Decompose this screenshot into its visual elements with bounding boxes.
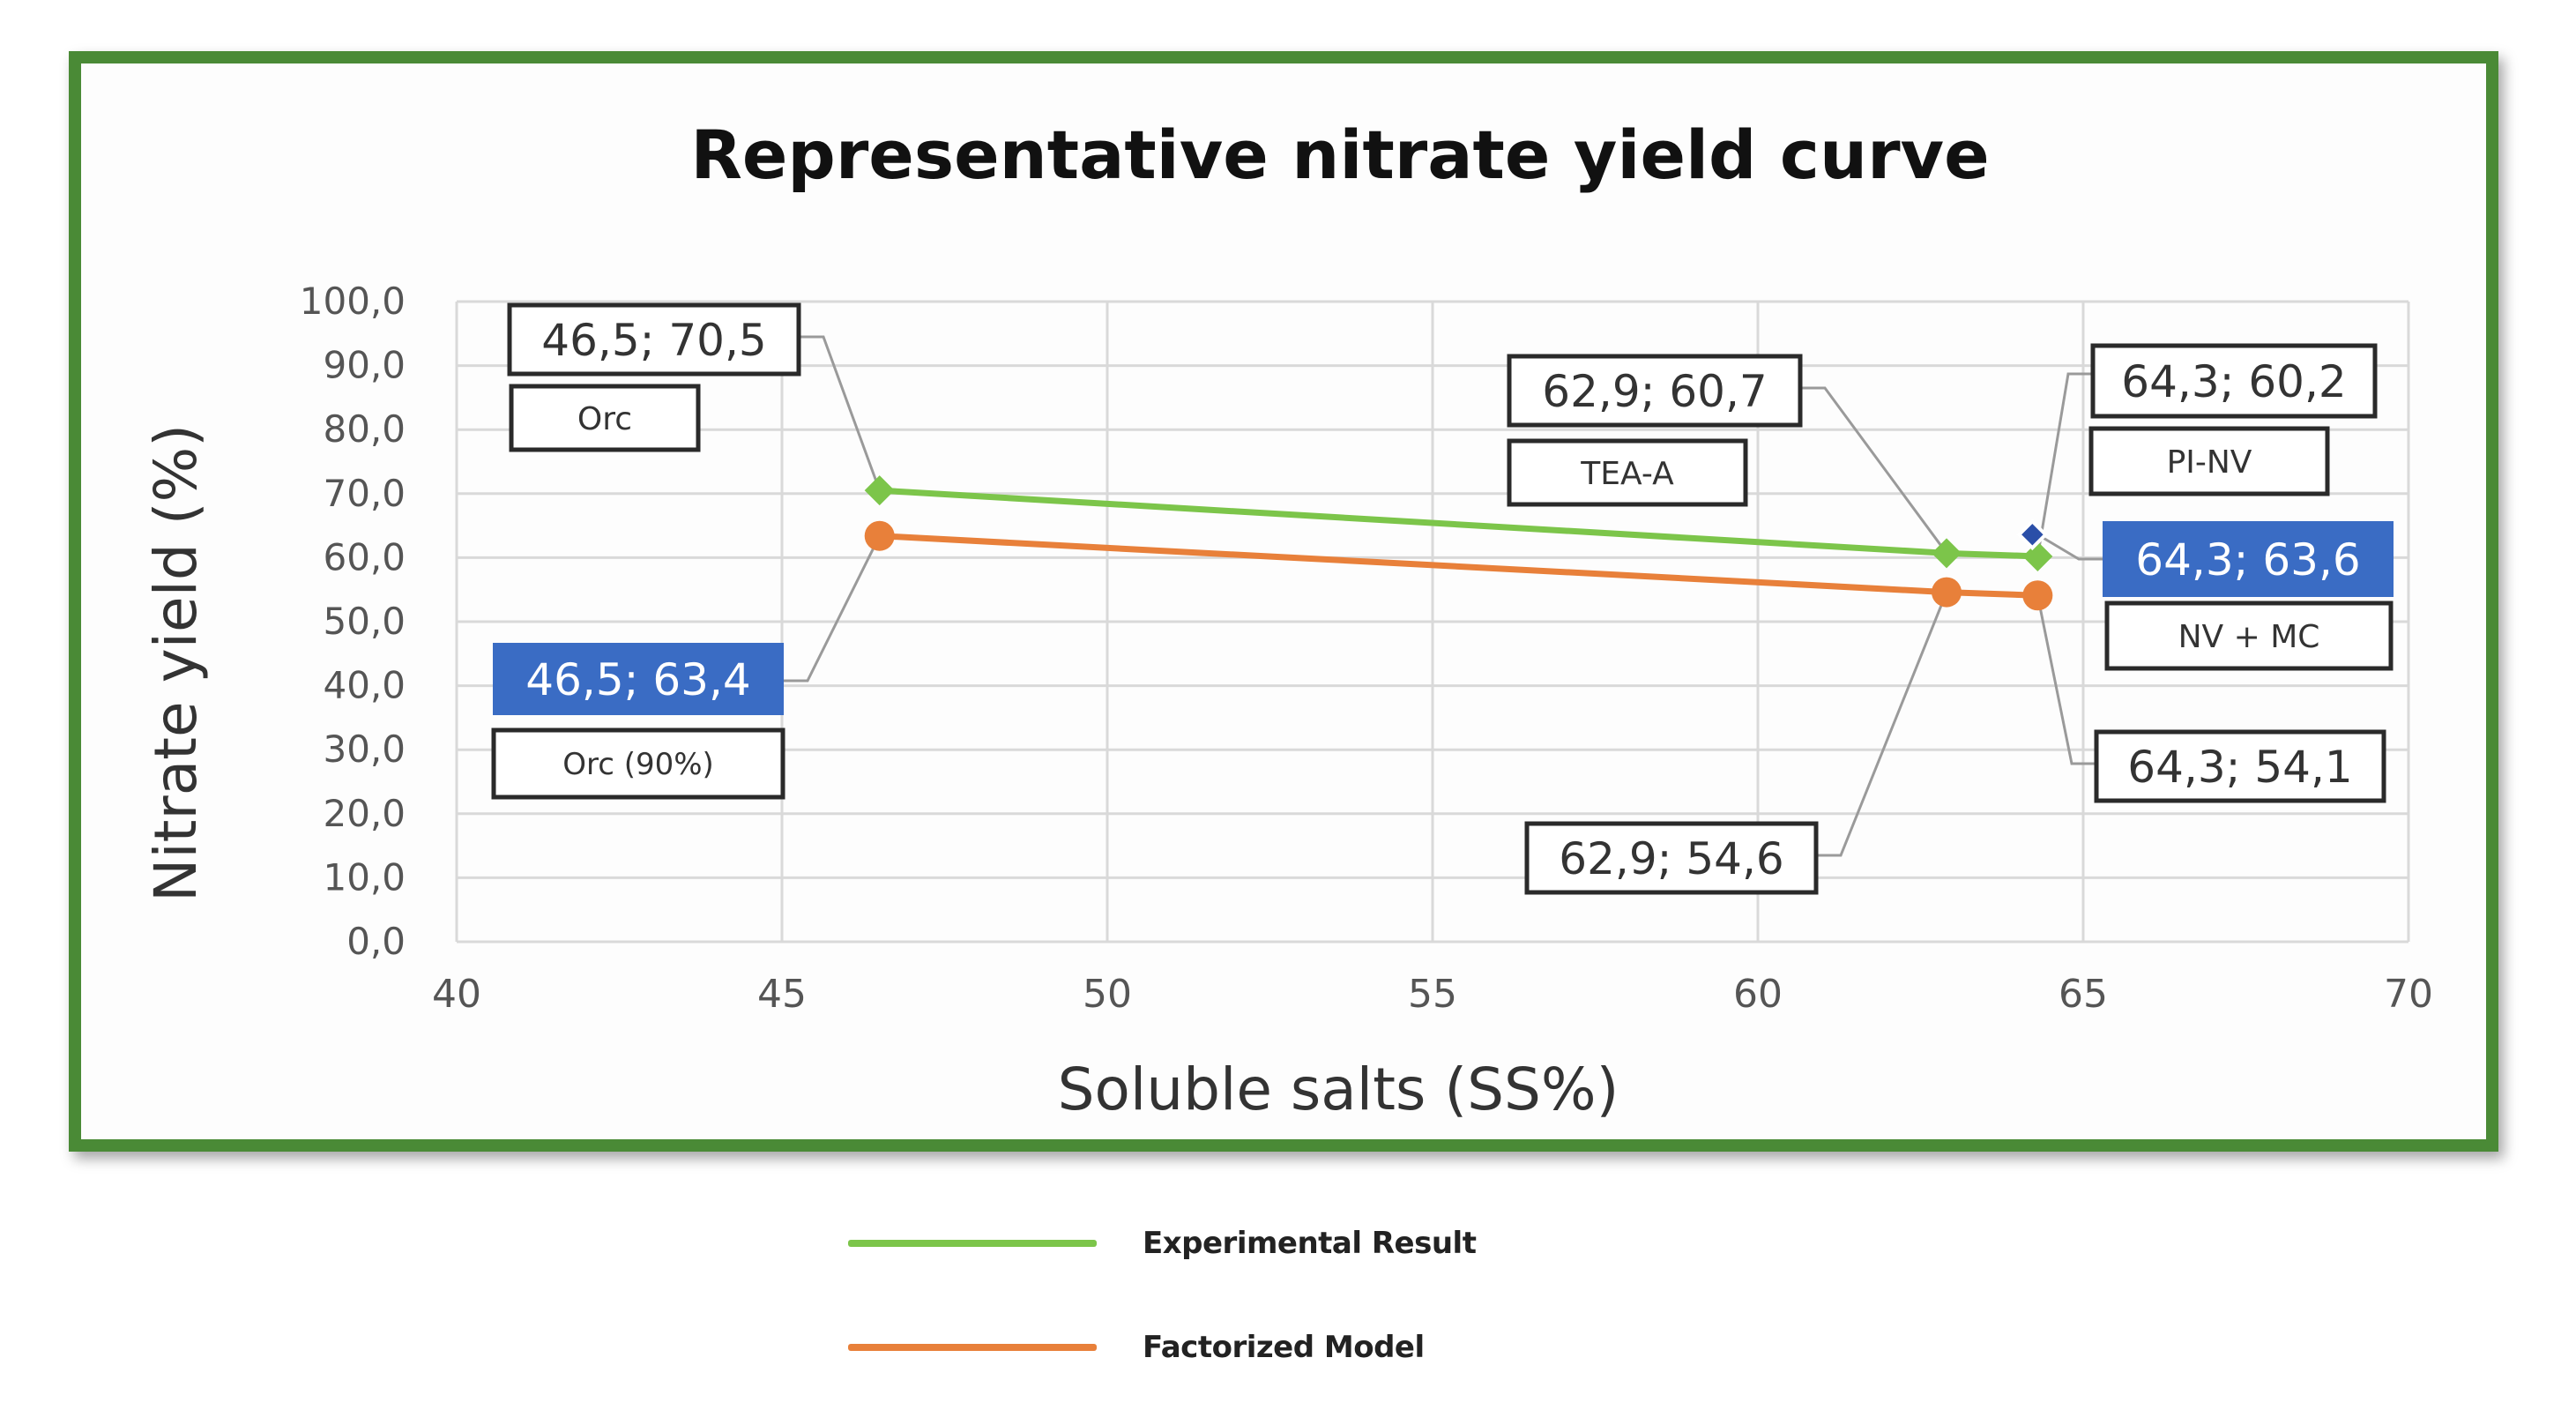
annotation-box <box>493 643 784 715</box>
annotation-label: Orc (90%) <box>562 747 714 782</box>
annotation-box <box>1507 354 1803 428</box>
data-label: 64,3; 54,1 <box>2127 742 2352 793</box>
annotation-leader <box>783 535 882 683</box>
axes: 0,0 10,0 20,0 30,0 40,0 50,0 60,0 70,0 80,0 90,0 1… <box>300 280 2433 1017</box>
data-label: 46,5; 63,4 <box>525 654 750 705</box>
x-tick-label: 60 <box>1733 972 1783 1017</box>
annotation-box <box>2103 521 2394 597</box>
data-label: 64,3; 63,6 <box>2135 534 2360 586</box>
annotation-label: Orc <box>577 401 632 437</box>
annotation-leader <box>1800 386 1948 555</box>
data-point <box>2022 541 2053 571</box>
annotation-box <box>1507 438 1748 507</box>
x-tick-label: 70 <box>2384 972 2433 1017</box>
y-tick-label: 40,0 <box>323 664 406 707</box>
series-line-1 <box>876 533 2041 599</box>
x-tick-label: 40 <box>432 972 481 1017</box>
annotations: 46,5; 70,5 Orc 46,5; 63,4 Orc (90%) 62,9; 60… <box>491 302 2394 895</box>
annotation-box <box>2094 729 2386 803</box>
annotation-leader <box>1816 592 1948 857</box>
annotation-leader <box>2036 533 2103 561</box>
x-tick-label: 45 <box>757 972 807 1017</box>
data-point <box>1932 538 1962 569</box>
legend-item-experimental: Experimental Result <box>848 1226 1477 1261</box>
annotation-label: PI-NV <box>2167 444 2252 481</box>
x-tick-label: 50 <box>1083 972 1132 1017</box>
legend-label-experimental: Experimental Result <box>1143 1226 1477 1261</box>
data-point <box>2016 518 2049 551</box>
data-label: 64,3; 60,2 <box>2121 356 2346 407</box>
annotation-box <box>1524 821 1819 895</box>
data-label: 46,5; 70,5 <box>541 315 766 366</box>
y-tick-label: 10,0 <box>323 855 406 899</box>
data-label: 62,9; 60,7 <box>1542 366 1767 417</box>
x-axis-label: Soluble salts (SS%) <box>1058 1056 1619 1123</box>
annotation-leader <box>2036 594 2096 765</box>
annotation-box <box>2104 601 2394 671</box>
series <box>864 475 2053 611</box>
x-tick-label: 55 <box>1408 972 1457 1017</box>
annotation-label: NV + MC <box>2178 619 2320 655</box>
data-point <box>2022 580 2053 611</box>
y-tick-label: 30,0 <box>323 727 406 771</box>
legend-swatch-factorized <box>848 1344 1097 1351</box>
annotation-leader <box>799 335 882 491</box>
x-tick-label: 65 <box>2059 972 2108 1017</box>
y-tick-label: 20,0 <box>323 792 406 835</box>
annotation-box <box>2090 343 2378 419</box>
y-tick-label: 90,0 <box>323 344 406 387</box>
y-tick-label: 60,0 <box>323 535 406 578</box>
annotation-leader <box>2036 372 2093 557</box>
annotation-box <box>509 384 701 452</box>
y-tick-label: 80,0 <box>323 407 406 451</box>
legend-item-factorized: Factorized Model <box>848 1330 1425 1365</box>
annotation-leaders <box>783 335 2103 857</box>
annotation-box <box>507 302 801 377</box>
chart-frame <box>69 51 2498 1152</box>
y-tick-label: 100,0 <box>300 280 406 323</box>
y-tick-label: 50,0 <box>323 600 406 643</box>
annotation-box <box>2088 426 2330 496</box>
y-tick-label: 0,0 <box>346 920 406 963</box>
y-tick-label: 70,0 <box>323 472 406 515</box>
data-point <box>864 520 895 551</box>
data-label: 62,9; 54,6 <box>1559 833 1783 884</box>
legend-label-factorized: Factorized Model <box>1143 1330 1425 1365</box>
data-point <box>1932 577 1962 608</box>
chart-title: Representative nitrate yield curve <box>690 116 1989 194</box>
y-axis-label: Nitrate yield (%) <box>142 424 210 902</box>
data-point <box>864 475 895 506</box>
annotation-label: TEA-A <box>1580 456 1674 492</box>
annotation-box <box>491 727 785 800</box>
legend-swatch-experimental <box>848 1240 1097 1247</box>
